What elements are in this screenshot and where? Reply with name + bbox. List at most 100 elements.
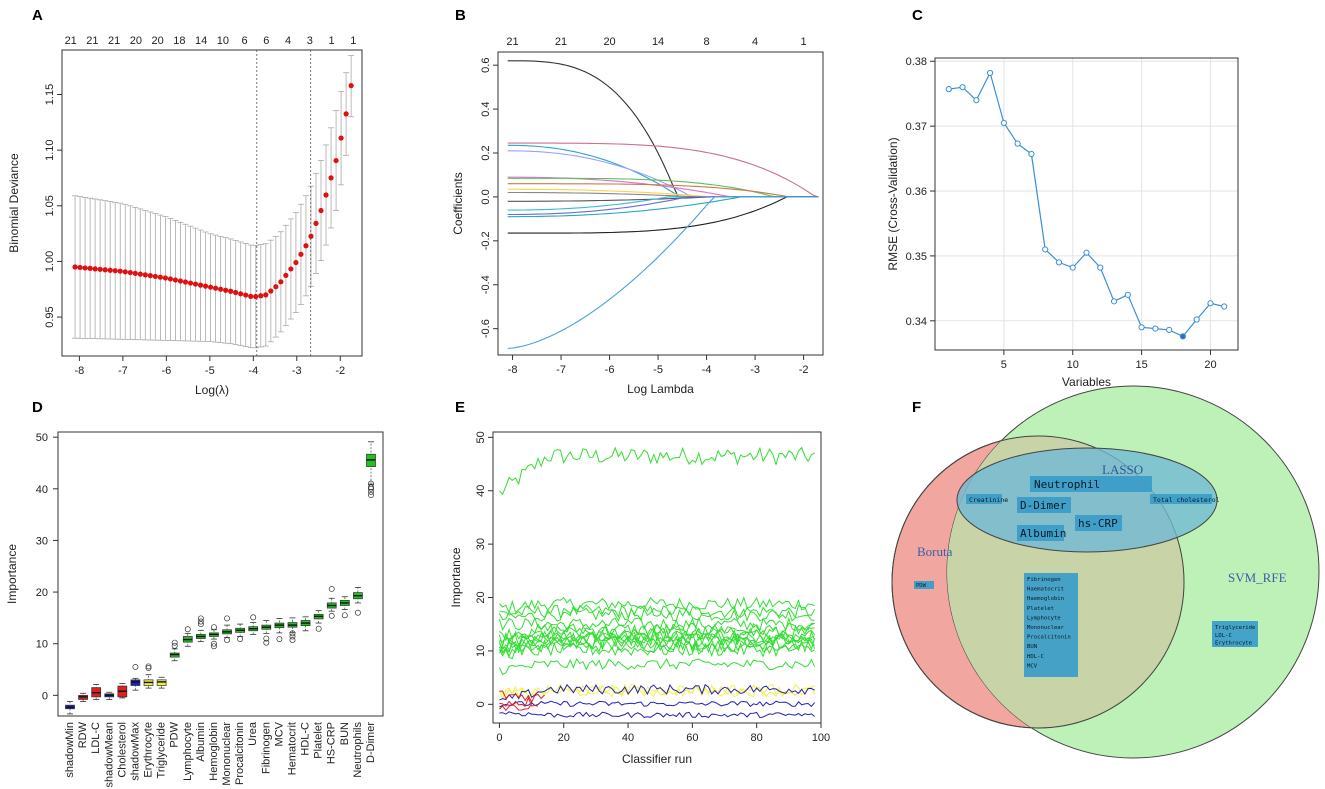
a-deviance-point [283, 272, 289, 278]
e-importance-trace [498, 638, 816, 658]
a-y-tick-label: 1.05 [44, 195, 56, 216]
a-top-tick-label: 14 [195, 35, 207, 47]
lasso-set-label: LASSO [1102, 462, 1143, 477]
a-top-tick-label: 20 [130, 35, 142, 47]
e-importance-trace [499, 690, 545, 704]
d-outlier [289, 633, 296, 640]
a-top-tick-label: 1 [329, 35, 335, 47]
a-deviance-point [288, 266, 294, 272]
d-category-label: Neutrophils [352, 722, 364, 778]
d-outlier [368, 484, 374, 491]
a-x-tick-label: -6 [161, 365, 171, 377]
b-x-tick-label: -4 [702, 364, 712, 376]
c-rmse-point [1055, 259, 1063, 266]
d-category-label: Cholesterol [116, 722, 128, 778]
a-deviance-point [117, 268, 123, 274]
c-selected-point [1179, 333, 1187, 340]
a-deviance-point [318, 207, 324, 214]
c-x-axis-label: Variables [1062, 375, 1111, 389]
c-rmse-point [1138, 324, 1145, 331]
d-outlier [315, 625, 322, 632]
a-x-axis-label: Log(λ) [195, 383, 229, 397]
e-x-tick-label: 40 [622, 732, 634, 744]
e-importance-trace [499, 596, 815, 615]
b-coef-path [507, 196, 819, 216]
a-y-tick-label: 1.00 [44, 251, 56, 272]
c-rmse-line [948, 71, 1225, 338]
a-top-tick-label: 4 [285, 35, 291, 47]
a-y-axis-label: Binomial Deviance [7, 153, 21, 253]
panel-e-boruta-importance-history: 0 20 40 60 80 100 0 10 20 30 40 50 Classifier run Imp… [449, 431, 830, 766]
e-importance-trace [499, 683, 815, 701]
venn-svm-only-list: Triglyceride LDL-C Erythrocyte [1215, 625, 1256, 647]
a-top-tick-label: 18 [173, 35, 185, 47]
a-deviance-point [137, 271, 143, 277]
a-deviance-point [207, 284, 214, 290]
e-y-tick-label: 20 [475, 591, 487, 603]
e-y-tick-label: 10 [475, 645, 487, 657]
b-y-tick-label: 0.0 [480, 189, 492, 204]
d-category-label: PDW [169, 721, 181, 747]
a-top-tick-label: 21 [65, 35, 77, 47]
venn-svm-only-item: LDL-C [1215, 633, 1232, 639]
c-y-axis-label: RMSE (Cross-Validation) [886, 137, 900, 270]
d-category-label: RDW [77, 721, 89, 748]
d-y-tick-label: 50 [36, 432, 48, 444]
venn-pdw: PDW [916, 583, 927, 589]
venn-boruta-svm-list: Fibrinogen Haematocrit Haemoglobin Platelet… [1027, 577, 1071, 669]
d-outlier [145, 663, 152, 670]
e-importance-trace [498, 635, 816, 654]
a-deviance-point [192, 281, 199, 287]
d-outlier [171, 642, 178, 649]
c-rmse-point [1166, 326, 1173, 333]
c-rmse-point [1069, 264, 1076, 271]
venn-boruta-svm-item: Fibrinogen [1027, 577, 1061, 583]
d-outlier [197, 618, 204, 625]
a-deviance-point [197, 282, 204, 288]
c-rmse-point [1221, 303, 1228, 310]
b-coef-path [507, 177, 819, 198]
e-importance-trace [498, 606, 815, 622]
b-coef-path [507, 196, 819, 349]
e-y-tick-label: 30 [475, 538, 487, 550]
d-category-label: Fibrinogen [260, 722, 272, 774]
panel-label-d: D [32, 399, 43, 416]
d-y-axis-label: Importance [5, 544, 19, 604]
panel-a-lasso-cv-plot: -8 -7 -6 -5 -4 -3 -2 0.95 1.00 1.05 1.10 1.15 21 21 21… [7, 35, 363, 397]
d-category-label: MCV [273, 721, 285, 746]
c-rmse-point [1124, 291, 1131, 298]
e-y-tick-label: 0 [475, 701, 487, 707]
a-deviance-point [102, 267, 108, 273]
a-deviance-point [72, 264, 78, 270]
a-deviance-point [263, 292, 269, 298]
d-category-label: Mononuclear [221, 722, 233, 786]
d-outlier [289, 630, 296, 637]
a-deviance-point [293, 259, 299, 266]
a-deviance-point [162, 275, 168, 281]
e-x-tick-label: 0 [496, 732, 502, 744]
d-outlier [211, 640, 217, 647]
e-importance-trace [499, 711, 815, 719]
e-importance-trace [499, 622, 815, 642]
d-y-tick-label: 0 [42, 690, 48, 702]
d-outlier [132, 663, 139, 670]
d-category-label: Triglyceride [156, 722, 168, 778]
a-plot-frame [61, 49, 363, 357]
b-top-tick-label: 4 [752, 36, 758, 48]
a-deviance-point [238, 291, 244, 297]
a-top-tick-label: 6 [242, 35, 248, 47]
a-deviance-point [87, 265, 93, 271]
d-outlier [197, 621, 204, 628]
venn-boruta-svm-item: Procalcitonin [1027, 635, 1071, 641]
b-y-tick-label: 0.4 [480, 101, 492, 116]
a-x-tick-label: -5 [205, 365, 215, 377]
b-x-tick-label: -6 [605, 364, 615, 376]
d-outlier [263, 639, 270, 646]
a-deviance-point [177, 278, 184, 284]
e-importance-trace [499, 604, 816, 619]
e-x-tick-label: 20 [558, 732, 570, 744]
a-deviance-point [303, 243, 309, 249]
d-category-label: shadowMax [129, 722, 141, 781]
